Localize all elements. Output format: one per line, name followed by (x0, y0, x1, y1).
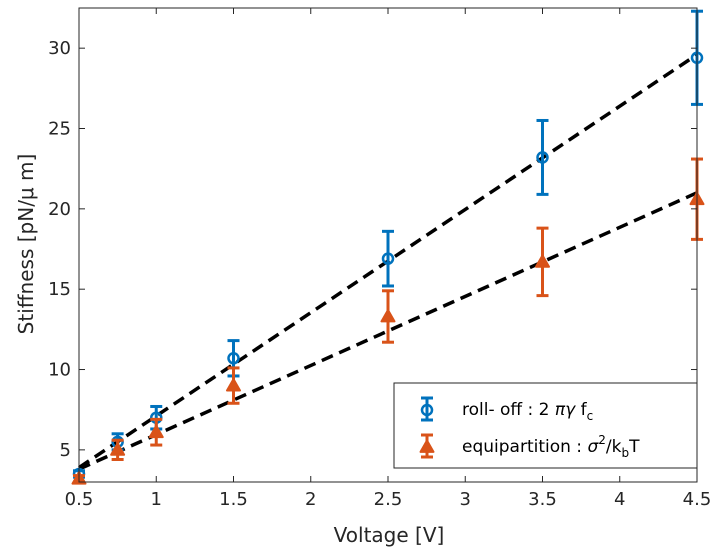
legend-box (393, 382, 698, 469)
data-point (227, 352, 240, 365)
x-tick-label: 2 (305, 489, 316, 510)
legend-marker (420, 403, 434, 417)
x-tick-label: 1.5 (219, 489, 248, 510)
legend: roll- off : 2 πγ fc equipartition : σ2/k… (393, 382, 698, 469)
x-tick-label: 1 (151, 489, 162, 510)
x-tick-label: 3.5 (528, 489, 557, 510)
x-tick-label: 4.5 (683, 489, 712, 510)
x-tick-label: 2.5 (374, 489, 403, 510)
y-tick-label: 5 (60, 440, 71, 461)
y-tick-label: 30 (48, 38, 71, 59)
y-tick-label: 25 (48, 119, 71, 140)
x-tick-label: 3 (460, 489, 471, 510)
legend-label-roll-off: roll- off : 2 πγ fc (462, 400, 593, 423)
y-tick-label: 15 (48, 279, 71, 300)
data-point (226, 378, 241, 392)
x-axis-title: Voltage [V] (334, 523, 445, 547)
legend-sample-roll-off (420, 396, 434, 422)
data-point (148, 424, 164, 439)
y-axis-ticks: 5 10 15 20 25 30 (48, 38, 697, 461)
y-tick-label: 20 (48, 199, 71, 220)
legend-marker (419, 439, 435, 453)
data-point (380, 309, 396, 323)
y-axis-title: Stiffness [pN/μ m] (14, 154, 38, 335)
x-tick-label: 0.5 (65, 489, 94, 510)
legend-sample-equipartition (419, 433, 435, 459)
data-point (381, 252, 395, 265)
data-point (536, 151, 549, 164)
legend-label-equipartition: equipartition : σ2/kbT (462, 433, 640, 460)
y-tick-label: 10 (48, 360, 71, 381)
x-tick-label: 4 (614, 489, 625, 510)
data-point (535, 254, 550, 268)
data-point (110, 442, 126, 456)
x-axis-ticks: 0.5 1 1.5 2 2.5 3 3.5 4 4.5 (65, 8, 712, 510)
